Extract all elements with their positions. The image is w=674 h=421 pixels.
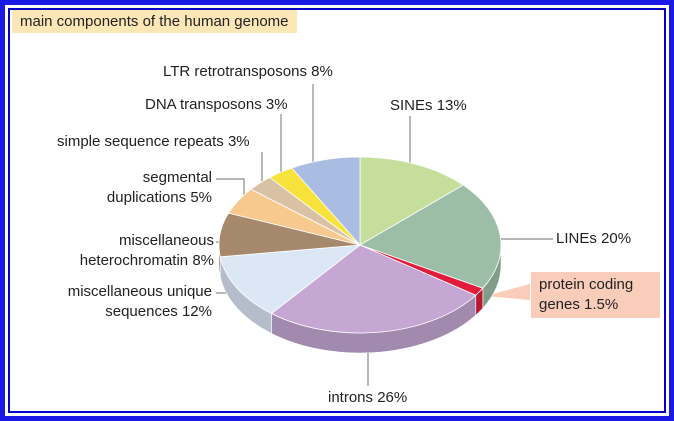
category-label: protein coding genes [539, 276, 634, 313]
category-label: LTR retrotransposons [163, 63, 307, 80]
category-label: LINEs [556, 230, 597, 247]
slice-label: SINEs 13% [390, 96, 467, 116]
pie [218, 156, 502, 354]
slice-label: introns 26% [328, 388, 407, 408]
category-label: segmental duplications [106, 169, 212, 206]
category-label: miscellaneous heterochromatin [79, 232, 214, 269]
slice-label: DNA transposons 3% [145, 95, 288, 115]
slice [359, 184, 502, 289]
category-label: miscellaneous unique sequences [67, 283, 212, 320]
slice-label: segmental duplications 5% [82, 168, 212, 208]
category-label: DNA transposons [145, 96, 262, 113]
value-label: 13% [436, 97, 467, 114]
callout-pointer [485, 284, 530, 300]
value-label: 26% [377, 389, 408, 406]
value-label: 12% [181, 303, 212, 320]
leader-line [216, 178, 245, 196]
slice-label: LINEs 20% [556, 229, 631, 249]
slice [291, 156, 361, 247]
value-label: 20% [601, 230, 632, 247]
slice [270, 244, 477, 334]
slice [359, 156, 464, 246]
slice-label: miscellaneous unique sequences 12% [12, 282, 212, 322]
slice [219, 244, 362, 314]
slice-label: simple sequence repeats 3% [57, 132, 250, 152]
category-label: simple sequence repeats [57, 133, 224, 150]
chart-title: main components of the human genome [12, 10, 297, 33]
slice-label: miscellaneous heterochromatin 8% [44, 231, 214, 271]
value-label: 3% [265, 96, 288, 113]
value-label: 1.5% [584, 296, 619, 313]
category-label: introns [328, 389, 374, 406]
category-label: SINEs [390, 97, 433, 114]
value-label: 8% [311, 63, 333, 80]
value-label: 5% [190, 189, 212, 206]
slice-label: LTR retrotransposons 8% [163, 62, 333, 82]
value-label: 8% [192, 252, 214, 269]
value-label: 3% [227, 133, 250, 150]
slice-label: protein coding genes 1.5% [531, 272, 660, 318]
